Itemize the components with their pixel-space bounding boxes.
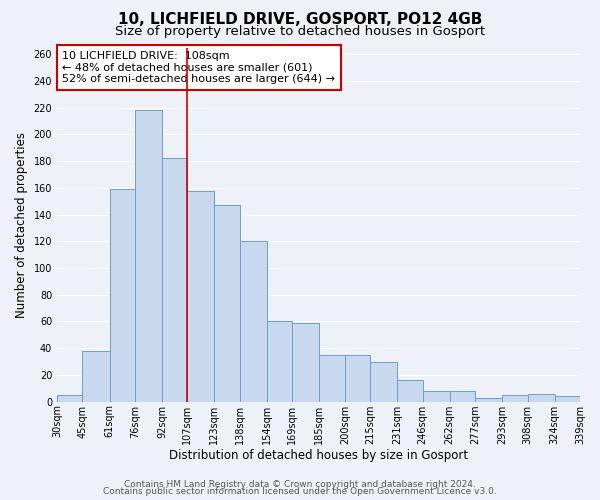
Text: Size of property relative to detached houses in Gosport: Size of property relative to detached ho… bbox=[115, 25, 485, 38]
Bar bbox=[214, 205, 240, 402]
Text: 10 LICHFIELD DRIVE:  108sqm
← 48% of detached houses are smaller (601)
52% of se: 10 LICHFIELD DRIVE: 108sqm ← 48% of deta… bbox=[62, 51, 335, 84]
Bar bbox=[135, 110, 162, 402]
Bar bbox=[57, 395, 82, 402]
Bar bbox=[370, 362, 397, 402]
Bar bbox=[187, 190, 214, 402]
Bar bbox=[292, 323, 319, 402]
Bar bbox=[345, 355, 370, 402]
Text: Contains HM Land Registry data © Crown copyright and database right 2024.: Contains HM Land Registry data © Crown c… bbox=[124, 480, 476, 489]
Bar bbox=[82, 351, 110, 402]
Bar bbox=[267, 322, 292, 402]
Bar bbox=[240, 242, 267, 402]
Bar bbox=[475, 398, 502, 402]
Y-axis label: Number of detached properties: Number of detached properties bbox=[15, 132, 28, 318]
Bar bbox=[449, 391, 475, 402]
Bar bbox=[527, 394, 554, 402]
Text: Contains public sector information licensed under the Open Government Licence v3: Contains public sector information licen… bbox=[103, 488, 497, 496]
Bar bbox=[397, 380, 422, 402]
Bar bbox=[162, 158, 187, 402]
Bar bbox=[422, 391, 449, 402]
Bar bbox=[110, 189, 135, 402]
Bar bbox=[554, 396, 580, 402]
Bar bbox=[502, 395, 527, 402]
Text: 10, LICHFIELD DRIVE, GOSPORT, PO12 4GB: 10, LICHFIELD DRIVE, GOSPORT, PO12 4GB bbox=[118, 12, 482, 28]
Bar bbox=[319, 355, 345, 402]
X-axis label: Distribution of detached houses by size in Gosport: Distribution of detached houses by size … bbox=[169, 450, 468, 462]
